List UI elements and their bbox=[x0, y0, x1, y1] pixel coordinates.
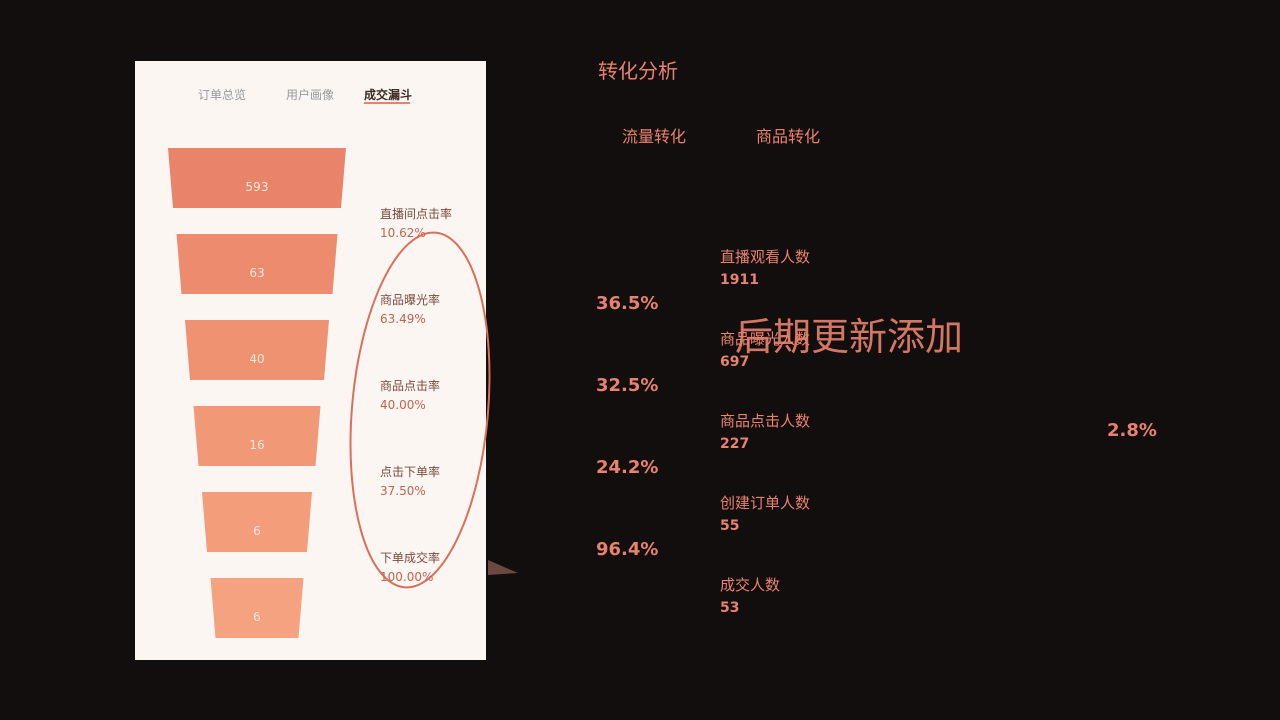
rate-label: 下单成交率 bbox=[380, 551, 441, 565]
step-value: 227 bbox=[720, 436, 750, 452]
step-value: 53 bbox=[720, 600, 740, 616]
phone-tab: 订单总览 bbox=[198, 88, 247, 102]
annotation-ellipse bbox=[349, 231, 491, 589]
rate-value: 100.00% bbox=[380, 570, 434, 584]
phone-tab: 用户画像 bbox=[286, 88, 335, 102]
step-rate: 32.5% bbox=[596, 375, 659, 396]
panel-title: 转化分析 bbox=[598, 59, 678, 83]
step-rate: 96.4% bbox=[596, 539, 659, 560]
rate-value: 10.62% bbox=[380, 226, 426, 240]
rate-value: 40.00% bbox=[380, 398, 426, 412]
step-value: 1911 bbox=[720, 272, 759, 288]
watermark: 后期更新添加 bbox=[735, 315, 964, 359]
funnel-stage bbox=[193, 406, 321, 466]
step-rate: 36.5% bbox=[596, 293, 659, 314]
funnel-stage bbox=[185, 320, 329, 380]
rate-label: 直播间点击率 bbox=[380, 207, 453, 221]
step-label: 直播观看人数 bbox=[720, 248, 811, 266]
funnel-value: 40 bbox=[249, 352, 265, 366]
overall-rate: 2.8% bbox=[1107, 420, 1157, 441]
funnel-stage bbox=[168, 148, 346, 208]
step-value: 55 bbox=[720, 518, 740, 534]
panel-tab: 商品转化 bbox=[756, 127, 821, 146]
rate-label: 商品曝光率 bbox=[380, 293, 441, 307]
rate-value: 63.49% bbox=[380, 312, 426, 326]
funnel-value: 593 bbox=[245, 180, 269, 194]
funnel bbox=[168, 148, 346, 638]
funnel-value: 6 bbox=[253, 610, 261, 624]
panel-tab: 流量转化 bbox=[622, 127, 687, 146]
step-label: 成交人数 bbox=[720, 576, 781, 594]
pointer bbox=[488, 560, 518, 575]
step-label: 商品曝光人数 bbox=[720, 330, 811, 348]
funnel-value: 63 bbox=[249, 266, 265, 280]
step-label: 商品点击人数 bbox=[720, 412, 811, 430]
funnel-stage bbox=[210, 578, 304, 638]
rate-label: 点击下单率 bbox=[380, 465, 441, 479]
step-rate: 24.2% bbox=[596, 457, 659, 478]
funnel-value: 6 bbox=[253, 524, 261, 538]
funnel-stage bbox=[202, 492, 312, 552]
step-label: 创建订单人数 bbox=[720, 494, 811, 512]
step-value: 697 bbox=[720, 354, 750, 370]
rate-value: 37.50% bbox=[380, 484, 426, 498]
funnel-stage bbox=[176, 234, 338, 294]
funnel-value: 16 bbox=[249, 438, 265, 452]
phone-tab: 成交漏斗 bbox=[364, 88, 413, 102]
rate-label: 商品点击率 bbox=[380, 379, 441, 393]
